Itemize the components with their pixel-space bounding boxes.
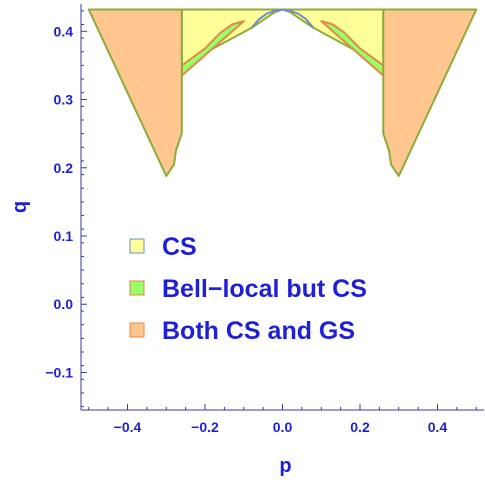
legend: CS Bell−local but CS Both CS and GS	[129, 233, 367, 345]
legend-label-both: Both CS and GS	[162, 317, 355, 345]
legend-label-bell: Bell−local but CS	[162, 275, 367, 303]
legend-swatch-cs	[129, 238, 145, 254]
y-tick-label: −0.1	[45, 364, 73, 380]
region-cs-0	[180, 8, 385, 67]
x-tick-label: 0.4	[428, 419, 448, 435]
y-tick-label: 0.1	[54, 228, 74, 244]
region-bell-2	[320, 20, 385, 77]
region-bell-1	[180, 20, 245, 77]
regions-layer	[87, 8, 478, 177]
y-tick-label: 0.2	[54, 160, 74, 176]
legend-swatch-bell	[129, 280, 145, 296]
legend-label-cs: CS	[162, 233, 197, 261]
x-tick-label: 0.0	[273, 419, 293, 435]
y-tick-label: 0.3	[54, 92, 74, 108]
legend-swatch-both	[129, 322, 145, 338]
region-both-4	[87, 8, 183, 177]
y-tick-label: 0.0	[54, 296, 74, 312]
top-arc-boundary	[250, 8, 315, 29]
x-axis-label: p	[279, 455, 291, 477]
y-axis-label: q	[9, 201, 31, 213]
x-tick-label: 0.2	[350, 419, 370, 435]
y-tick-label: 0.4	[54, 23, 74, 39]
x-tick-label: −0.4	[114, 419, 142, 435]
region-both-5	[382, 8, 478, 177]
axes-layer: −0.4 −0.2 0.0 0.2 0.4 0.4 0.3 0.2 0.1 0.0 −0.1 p q	[9, 4, 484, 477]
x-tick-label: −0.2	[191, 419, 219, 435]
